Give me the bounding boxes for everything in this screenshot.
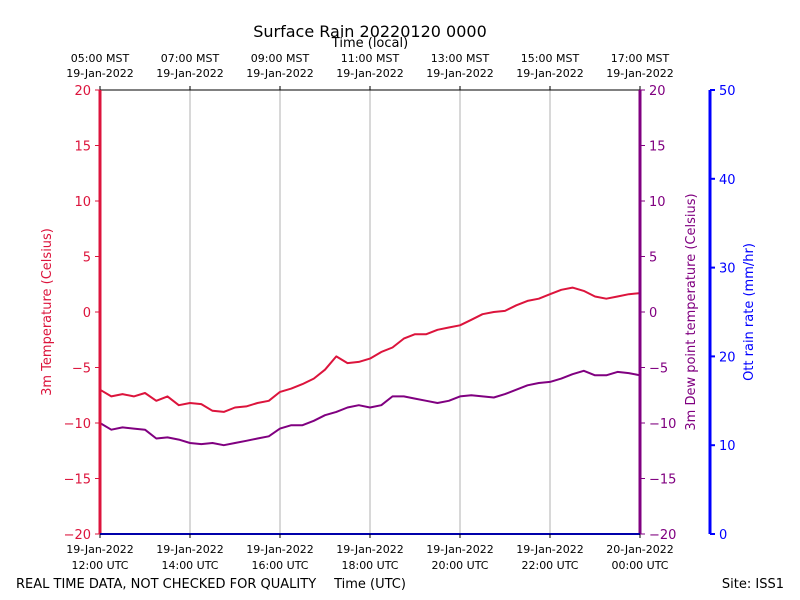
x-tick-label-date: 19-Jan-2022 <box>246 543 314 556</box>
footer-quality-note: REAL TIME DATA, NOT CHECKED FOR QUALITY <box>16 577 316 592</box>
x-tick-label-time: 22:00 UTC <box>521 559 578 572</box>
y-tick-label-dewpoint: 0 <box>649 306 657 321</box>
x-tick-label-date: 19-Jan-2022 <box>336 543 404 556</box>
top-tick-label-date: 19-Jan-2022 <box>606 67 674 80</box>
top-tick-label-date: 19-Jan-2022 <box>336 67 404 80</box>
top-tick-label-time: 11:00 MST <box>341 52 400 65</box>
axes <box>98 89 712 535</box>
top-tick-label-time: 05:00 MST <box>71 52 130 65</box>
x-tick-label-date: 19-Jan-2022 <box>156 543 224 556</box>
y-tick-label-dewpoint: −15 <box>649 473 676 488</box>
top-tick-label-time: 07:00 MST <box>161 52 220 65</box>
top-tick-label-time: 09:00 MST <box>251 52 310 65</box>
top-tick-label-time: 17:00 MST <box>611 52 670 65</box>
x-tick-label-date: 19-Jan-2022 <box>516 543 584 556</box>
chart-title: Surface Rain 20220120 0000 <box>253 22 487 41</box>
x-tick-label-time: 20:00 UTC <box>431 559 488 572</box>
series-line-temperature <box>99 286 641 413</box>
y-tick-label-dewpoint: −20 <box>649 528 676 543</box>
y-axis-label-temperature: 3m Temperature (Celsius) <box>40 228 55 396</box>
top-tick-label-date: 19-Jan-2022 <box>246 67 314 80</box>
y-tick-label-temperature: 0 <box>83 306 91 321</box>
x-tick-label-time: 00:00 UTC <box>611 559 668 572</box>
top-tick-label-date: 19-Jan-2022 <box>516 67 584 80</box>
y-tick-label-temperature: 10 <box>74 195 91 210</box>
x-tick-label-date: 19-Jan-2022 <box>66 543 134 556</box>
x-tick-label-time: 16:00 UTC <box>251 559 308 572</box>
x-tick-label-time: 12:00 UTC <box>71 559 128 572</box>
y-tick-label-dewpoint: −5 <box>649 362 668 377</box>
y-tick-label-temperature: 20 <box>74 84 91 99</box>
x-tick-label-date: 19-Jan-2022 <box>426 543 494 556</box>
top-tick-label-time: 13:00 MST <box>431 52 490 65</box>
y-tick-label-rain-rate: 30 <box>719 262 736 277</box>
y-tick-label-rain-rate: 40 <box>719 173 736 188</box>
top-axis-label: Time (local) <box>331 36 408 51</box>
footer-site-label: Site: ISS1 <box>722 577 784 592</box>
x-tick-label-time: 18:00 UTC <box>341 559 398 572</box>
y-tick-label-dewpoint: 15 <box>649 140 666 155</box>
series-lines <box>99 286 641 447</box>
top-tick-label-date: 19-Jan-2022 <box>66 67 134 80</box>
x-tick-label-time: 14:00 UTC <box>161 559 218 572</box>
y-tick-label-temperature: 15 <box>74 140 91 155</box>
top-tick-label-date: 19-Jan-2022 <box>156 67 224 80</box>
x-tick-label-date: 20-Jan-2022 <box>606 543 674 556</box>
y-tick-label-temperature: 5 <box>83 251 91 266</box>
top-tick-label-date: 19-Jan-2022 <box>426 67 494 80</box>
series-line-dewpoint <box>99 369 641 447</box>
y-tick-label-temperature: −5 <box>72 362 91 377</box>
gridlines <box>99 90 641 534</box>
y-tick-label-dewpoint: 20 <box>649 84 666 99</box>
y-tick-label-rain-rate: 10 <box>719 439 736 454</box>
x-axis-label: Time (UTC) <box>333 577 406 592</box>
y-axis-label-rain-rate: Ott rain rate (mm/hr) <box>742 243 757 381</box>
y-tick-label-dewpoint: 5 <box>649 251 657 266</box>
y-tick-label-temperature: −15 <box>64 473 91 488</box>
y-tick-label-temperature: −10 <box>64 417 91 432</box>
top-tick-label-time: 15:00 MST <box>521 52 580 65</box>
tick-labels: 19-Jan-2022 12:00 UTC 19-Jan-2022 14:00 UTC… <box>64 52 736 572</box>
y-tick-label-rain-rate: 20 <box>719 350 736 365</box>
y-tick-label-rain-rate: 50 <box>719 84 736 99</box>
y-tick-label-rain-rate: 0 <box>719 528 727 543</box>
y-axis-label-dewpoint: 3m Dew point temperature (Celsius) <box>684 193 699 430</box>
y-tick-label-dewpoint: −10 <box>649 417 676 432</box>
y-tick-label-dewpoint: 10 <box>649 195 666 210</box>
y-tick-label-temperature: −20 <box>64 528 91 543</box>
